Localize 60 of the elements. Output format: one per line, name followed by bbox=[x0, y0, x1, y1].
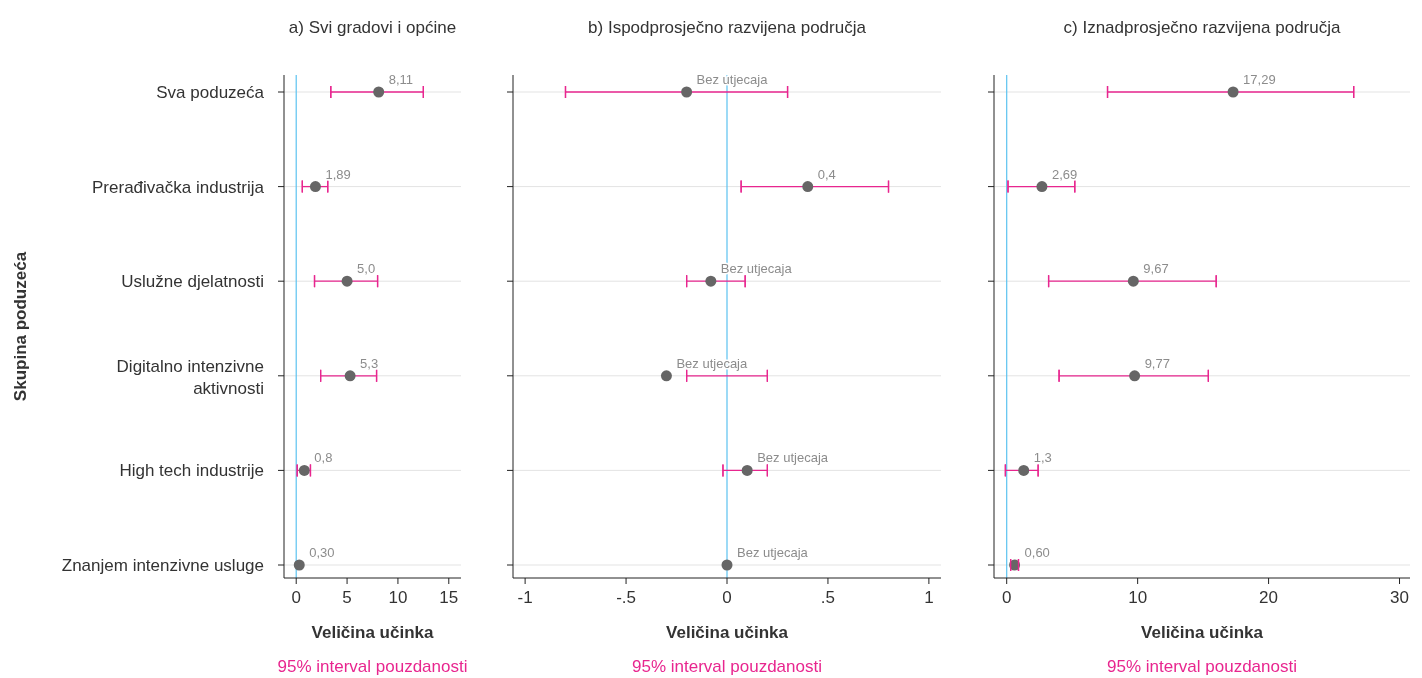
x-tick-label: 10 bbox=[388, 588, 408, 607]
point bbox=[705, 275, 717, 287]
point bbox=[681, 86, 693, 98]
y-axis-title: Skupina poduzeća bbox=[11, 251, 30, 402]
x-axis-title: Veličina učinka bbox=[1141, 623, 1264, 642]
x-tick-label: 0 bbox=[291, 588, 301, 607]
point bbox=[802, 181, 814, 193]
y-tick-label: Znanjem intenzivne usluge bbox=[61, 556, 264, 575]
data-label: 8,11 bbox=[388, 72, 414, 87]
x-tick-label: 1 bbox=[924, 588, 934, 607]
point bbox=[341, 275, 353, 287]
data-label: 0,8 bbox=[314, 450, 333, 466]
data-label: 1,89 bbox=[325, 166, 351, 182]
point bbox=[1036, 181, 1048, 193]
y-tick-label: Digitalno intenzivne aktivnosti bbox=[116, 356, 264, 398]
point bbox=[293, 559, 305, 571]
x-tick-label: 30 bbox=[1390, 588, 1409, 607]
y-tick-label: Prerađivačka industrija bbox=[92, 177, 265, 197]
x-tick-label: -.5 bbox=[616, 588, 636, 607]
point bbox=[373, 86, 385, 98]
y-tick-label: High tech industrije bbox=[119, 461, 264, 481]
x-tick-label: 5 bbox=[342, 588, 352, 607]
point bbox=[660, 370, 672, 382]
point bbox=[1227, 86, 1239, 98]
y-tick-label: Uslužne djelatnosti bbox=[121, 272, 264, 292]
point bbox=[309, 181, 321, 193]
chart-title: b) Ispodprosječno razvijena područja bbox=[588, 18, 867, 37]
data-label: 2,69 bbox=[1051, 166, 1078, 182]
data-label: 1,3 bbox=[1033, 450, 1052, 466]
x-axis-title: Veličina učinka bbox=[666, 623, 789, 642]
x-tick-label: .5 bbox=[820, 588, 836, 607]
text: 95% interval pouzdanosti bbox=[277, 657, 468, 676]
chart-title: a) Svi gradovi i općine bbox=[288, 18, 457, 37]
data-label: 0,60 bbox=[1024, 545, 1050, 560]
point bbox=[1018, 464, 1030, 476]
x-tick-label: 0 bbox=[1001, 588, 1012, 607]
data-label: 5,3 bbox=[360, 355, 379, 371]
x-tick-label: 20 bbox=[1259, 588, 1279, 607]
data-label: 9,67 bbox=[1143, 261, 1169, 277]
x-tick-label: 15 bbox=[439, 588, 459, 607]
data-label: Bez utjecaja bbox=[737, 545, 809, 560]
data-label: 9,77 bbox=[1144, 355, 1170, 371]
text: 95% interval pouzdanosti bbox=[1107, 657, 1297, 676]
x-axis-title: Veličina učinka bbox=[311, 623, 434, 642]
data-label: 0,30 bbox=[309, 545, 335, 560]
text: 95% interval pouzdanosti bbox=[632, 657, 822, 676]
point bbox=[1127, 275, 1139, 287]
point bbox=[344, 370, 356, 382]
data-label: 17,29 bbox=[1243, 72, 1276, 87]
data-label: Bez utjecaja bbox=[757, 450, 829, 466]
point bbox=[1129, 370, 1141, 382]
chart-title: c) Iznadprosječno razvijena područja bbox=[1063, 18, 1341, 37]
x-tick-label: -1 bbox=[517, 588, 533, 607]
x-tick-label: 10 bbox=[1128, 588, 1148, 607]
data-label: 5,0 bbox=[357, 261, 376, 277]
data-label: 0,4 bbox=[817, 166, 836, 182]
y-tick-label: Sva poduzeća bbox=[156, 83, 265, 102]
point bbox=[721, 559, 733, 571]
x-tick-label: 0 bbox=[722, 588, 732, 607]
point bbox=[741, 464, 753, 476]
